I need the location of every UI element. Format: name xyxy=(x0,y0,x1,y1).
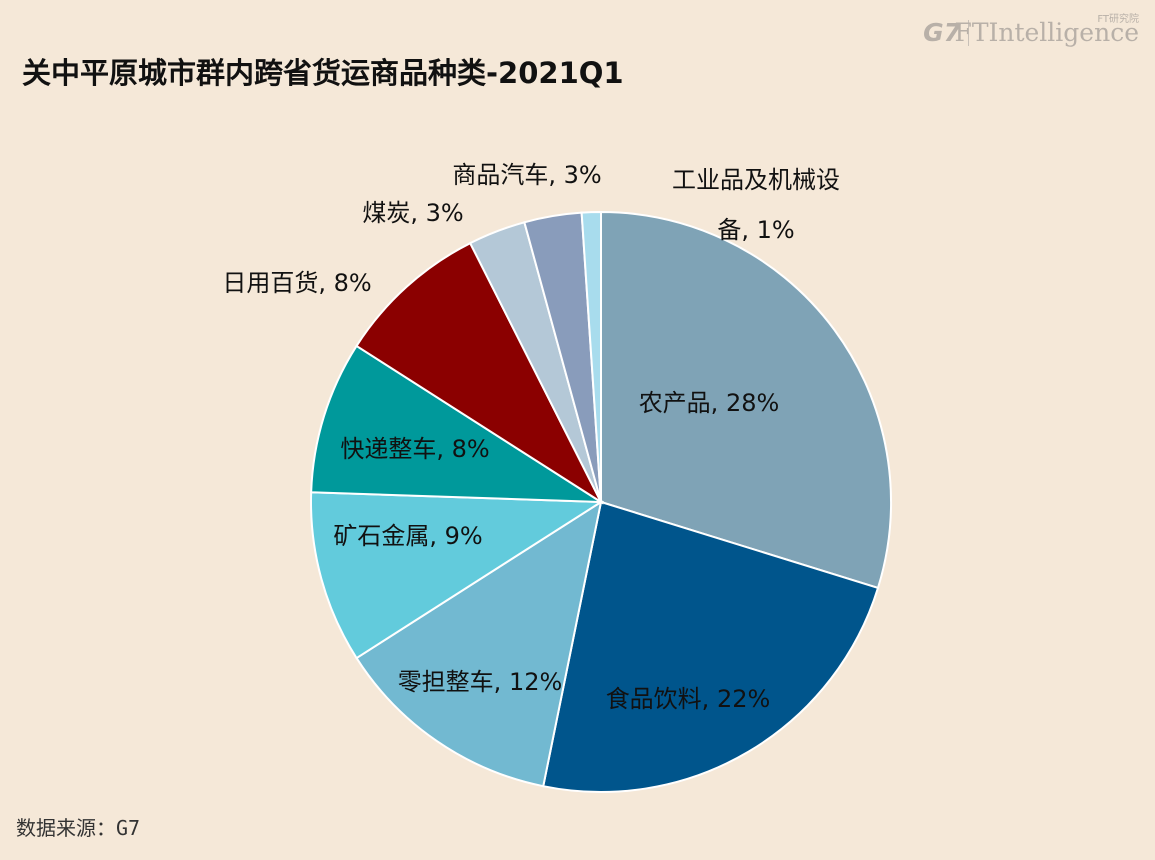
g7-logo: G7 xyxy=(923,18,961,47)
pie-slice-3 xyxy=(355,499,603,788)
pie-label-9-line-1: 工业品及机械设 xyxy=(672,166,840,194)
pie-slice-9 xyxy=(580,210,602,503)
pie-label-8: 商品汽车, 3% xyxy=(452,161,601,189)
brand-logo: G7 FT研究院 FTIntelligence xyxy=(899,12,1139,52)
pie-slice-2 xyxy=(542,500,880,793)
pie-slice-5 xyxy=(310,344,605,504)
chart-title: 关中平原城市群内跨省货运商品种类-2021Q1 xyxy=(22,56,624,90)
pie-label-4: 矿石金属, 9% xyxy=(333,522,482,550)
pie-label-3: 零担整车, 12% xyxy=(398,668,563,696)
pie-slice-1 xyxy=(600,210,892,590)
ft-research-label: FT研究院 xyxy=(1097,14,1139,25)
brand-separator xyxy=(968,20,969,46)
pie-label-2: 食品饮料, 22% xyxy=(606,685,771,713)
pie-label-6: 日用百货, 8% xyxy=(222,269,371,297)
pie-slices xyxy=(310,210,892,793)
data-source: 数据来源：G7 xyxy=(16,816,141,840)
pie-labels: 农产品, 28% 食品饮料, 22% 零担整车, 12% 矿石金属, 9% 快递整车, … xyxy=(222,161,840,713)
pie-label-5: 快递整车, 8% xyxy=(340,435,489,463)
pie-label-1: 农产品, 28% xyxy=(639,389,780,417)
pie-label-9-line-2: 备, 1% xyxy=(717,216,794,244)
pie-slice-4 xyxy=(310,491,605,660)
pie-slice-6 xyxy=(355,241,604,505)
ft-intelligence-logo: FTIntelligence xyxy=(954,18,1139,47)
pie-label-7: 煤炭, 3% xyxy=(362,199,463,227)
